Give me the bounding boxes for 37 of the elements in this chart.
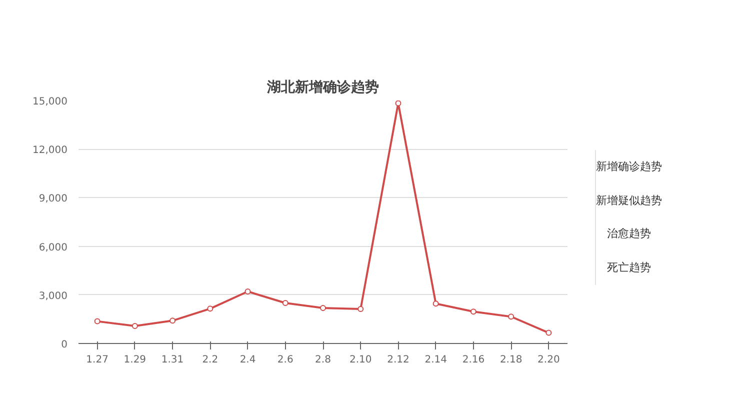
y-tick-label: 9,000 bbox=[38, 194, 68, 205]
text: 死亡趋势 bbox=[606, 260, 652, 276]
point bbox=[546, 330, 552, 336]
x-tick-label: 1.31 bbox=[161, 354, 184, 366]
x-tick-label: 2.10 bbox=[349, 354, 372, 366]
x-tick-label: 2.2 bbox=[202, 354, 218, 366]
x-tick-label: 2.20 bbox=[538, 354, 560, 366]
point bbox=[358, 306, 364, 312]
x-tick-label: 2.18 bbox=[500, 354, 522, 366]
text: 新增疑似趋势 bbox=[596, 192, 662, 209]
point bbox=[132, 323, 138, 329]
point bbox=[170, 318, 176, 324]
y-tick-label: 12,000 bbox=[32, 145, 68, 156]
x-tick-label: 2.12 bbox=[387, 354, 410, 366]
x-tick-label: 1.29 bbox=[124, 354, 146, 366]
text: 新增确诊趋势 bbox=[596, 159, 662, 175]
x-tick-label: 2.16 bbox=[462, 354, 485, 366]
point bbox=[395, 100, 402, 106]
y-tick-label: 15,000 bbox=[32, 96, 68, 108]
x-tick-label: 2.4 bbox=[240, 354, 256, 366]
y-tick-label: 0 bbox=[61, 340, 68, 350]
chart-title: 湖北新增确诊趋势 bbox=[266, 78, 379, 96]
point bbox=[432, 300, 439, 307]
point bbox=[470, 308, 476, 315]
x-tick-label: 1.27 bbox=[86, 354, 108, 366]
x-tick-label: 2.14 bbox=[424, 354, 447, 366]
x-tick-label: 2.6 bbox=[277, 354, 294, 366]
y-tick-label: 3,000 bbox=[38, 290, 68, 302]
point bbox=[207, 306, 214, 312]
point bbox=[282, 300, 288, 306]
point bbox=[244, 288, 251, 294]
text: 治愈趋势 bbox=[606, 226, 652, 242]
point bbox=[94, 318, 100, 324]
point bbox=[508, 314, 514, 320]
x-tick-label: 2.8 bbox=[315, 354, 331, 366]
point bbox=[320, 305, 326, 312]
y-tick-label: 6,000 bbox=[38, 242, 68, 254]
